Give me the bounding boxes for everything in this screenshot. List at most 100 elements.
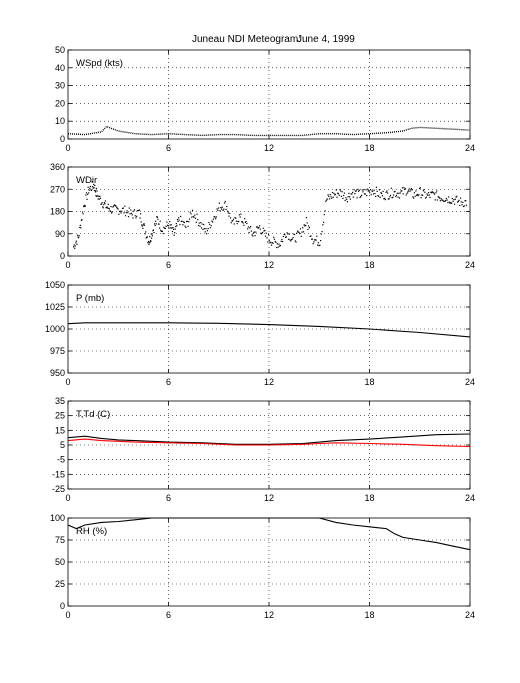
wdir-point [101,202,103,204]
wdir-point [289,239,291,241]
wdir-point [430,191,432,193]
wdir-point [337,193,340,195]
wdir-point [273,238,276,240]
wdir-point [79,224,81,226]
wdir-point [319,244,321,246]
wdir-point [107,203,109,205]
wdir-point [172,228,175,231]
wdir-point [363,193,366,195]
wdir-point [215,218,217,220]
wdir-point [141,225,143,227]
wdir-point [454,198,456,200]
wdir-point [285,236,287,238]
y-tick-label: 25 [55,411,65,421]
wdir-point [440,198,442,200]
wdir-point [175,223,177,225]
wdir-point [137,209,139,212]
wdir-point [74,245,76,247]
wdir-point [413,197,415,199]
y-tick-label: 30 [55,81,65,91]
wdir-point [344,199,346,202]
wdir-point [183,221,185,224]
wdir-point [410,187,413,190]
wdir-point [406,192,408,195]
wdir-point [86,193,89,195]
wdir-point [199,225,201,227]
series-line-temperature-1 [67,438,471,448]
wdir-point [282,240,284,243]
wdir-point [124,215,127,217]
wdir-point [238,214,241,216]
wdir-point [340,195,343,197]
wdir-point [346,198,348,201]
wdir-point [143,224,146,226]
x-tick-label: 6 [166,143,171,153]
wdir-point [85,194,87,196]
wdir-point [256,226,258,228]
wdir-point [90,189,93,191]
wdir-point [154,224,156,227]
wdir-point [243,224,245,226]
wdir-point [218,202,220,204]
wdir-point [270,244,273,246]
wdir-point [208,221,210,224]
x-tick-label: 6 [166,377,171,387]
wdir-point [89,185,91,188]
wdir-point [433,192,435,194]
wdir-point [365,189,367,191]
wdir-point [371,190,373,192]
wdir-point [261,233,263,235]
wdir-point [81,211,84,213]
wdir-point [170,224,172,226]
wdir-point [357,188,359,190]
wdir-point [97,195,99,197]
wdir-point [298,231,300,234]
wdir-point [423,188,425,191]
x-tick-label: 12 [264,493,274,503]
wdir-point [336,196,338,198]
wdir-point [121,207,124,210]
wdir-point [417,195,419,197]
wdir-point [98,198,100,200]
wdir-point [461,204,463,206]
wdir-point [399,192,401,194]
wdir-point [355,190,357,192]
wdir-point [110,206,112,208]
wdir-point [129,213,131,215]
wdir-point [354,190,357,192]
wdir-point [121,210,123,212]
wdir-point [391,197,393,199]
panel-label-wspd: WSpd (kts) [76,58,123,69]
wdir-point [352,191,354,193]
panel-label-wdir: WDir [76,175,97,186]
wdir-point [89,187,91,189]
wdir-point [244,218,246,220]
wdir-point [282,235,284,238]
wdir-point [368,190,370,192]
wdir-point [244,221,247,224]
wdir-point [255,226,258,228]
wdir-point [119,210,121,212]
wdir-point [84,205,86,207]
wdir-point [92,185,94,188]
wdir-point [398,192,400,194]
y-tick-label: 90 [55,229,65,239]
wdir-point [431,191,433,193]
wdir-point [297,231,299,233]
wdir-point [330,196,332,198]
wdir-point [390,187,392,189]
wdir-point [400,190,402,192]
wdir-point [465,200,467,202]
wdir-point [339,188,341,191]
wdir-point [251,234,253,236]
x-tick-label: 0 [65,260,70,270]
wdir-point [338,194,340,196]
wdir-point [146,236,148,238]
wdir-point [223,202,226,204]
wdir-point [188,218,191,220]
wdir-point [138,209,141,211]
wdir-point [225,208,227,210]
wdir-point [419,187,421,189]
wdir-point [164,227,166,229]
wdir-point [305,224,307,226]
